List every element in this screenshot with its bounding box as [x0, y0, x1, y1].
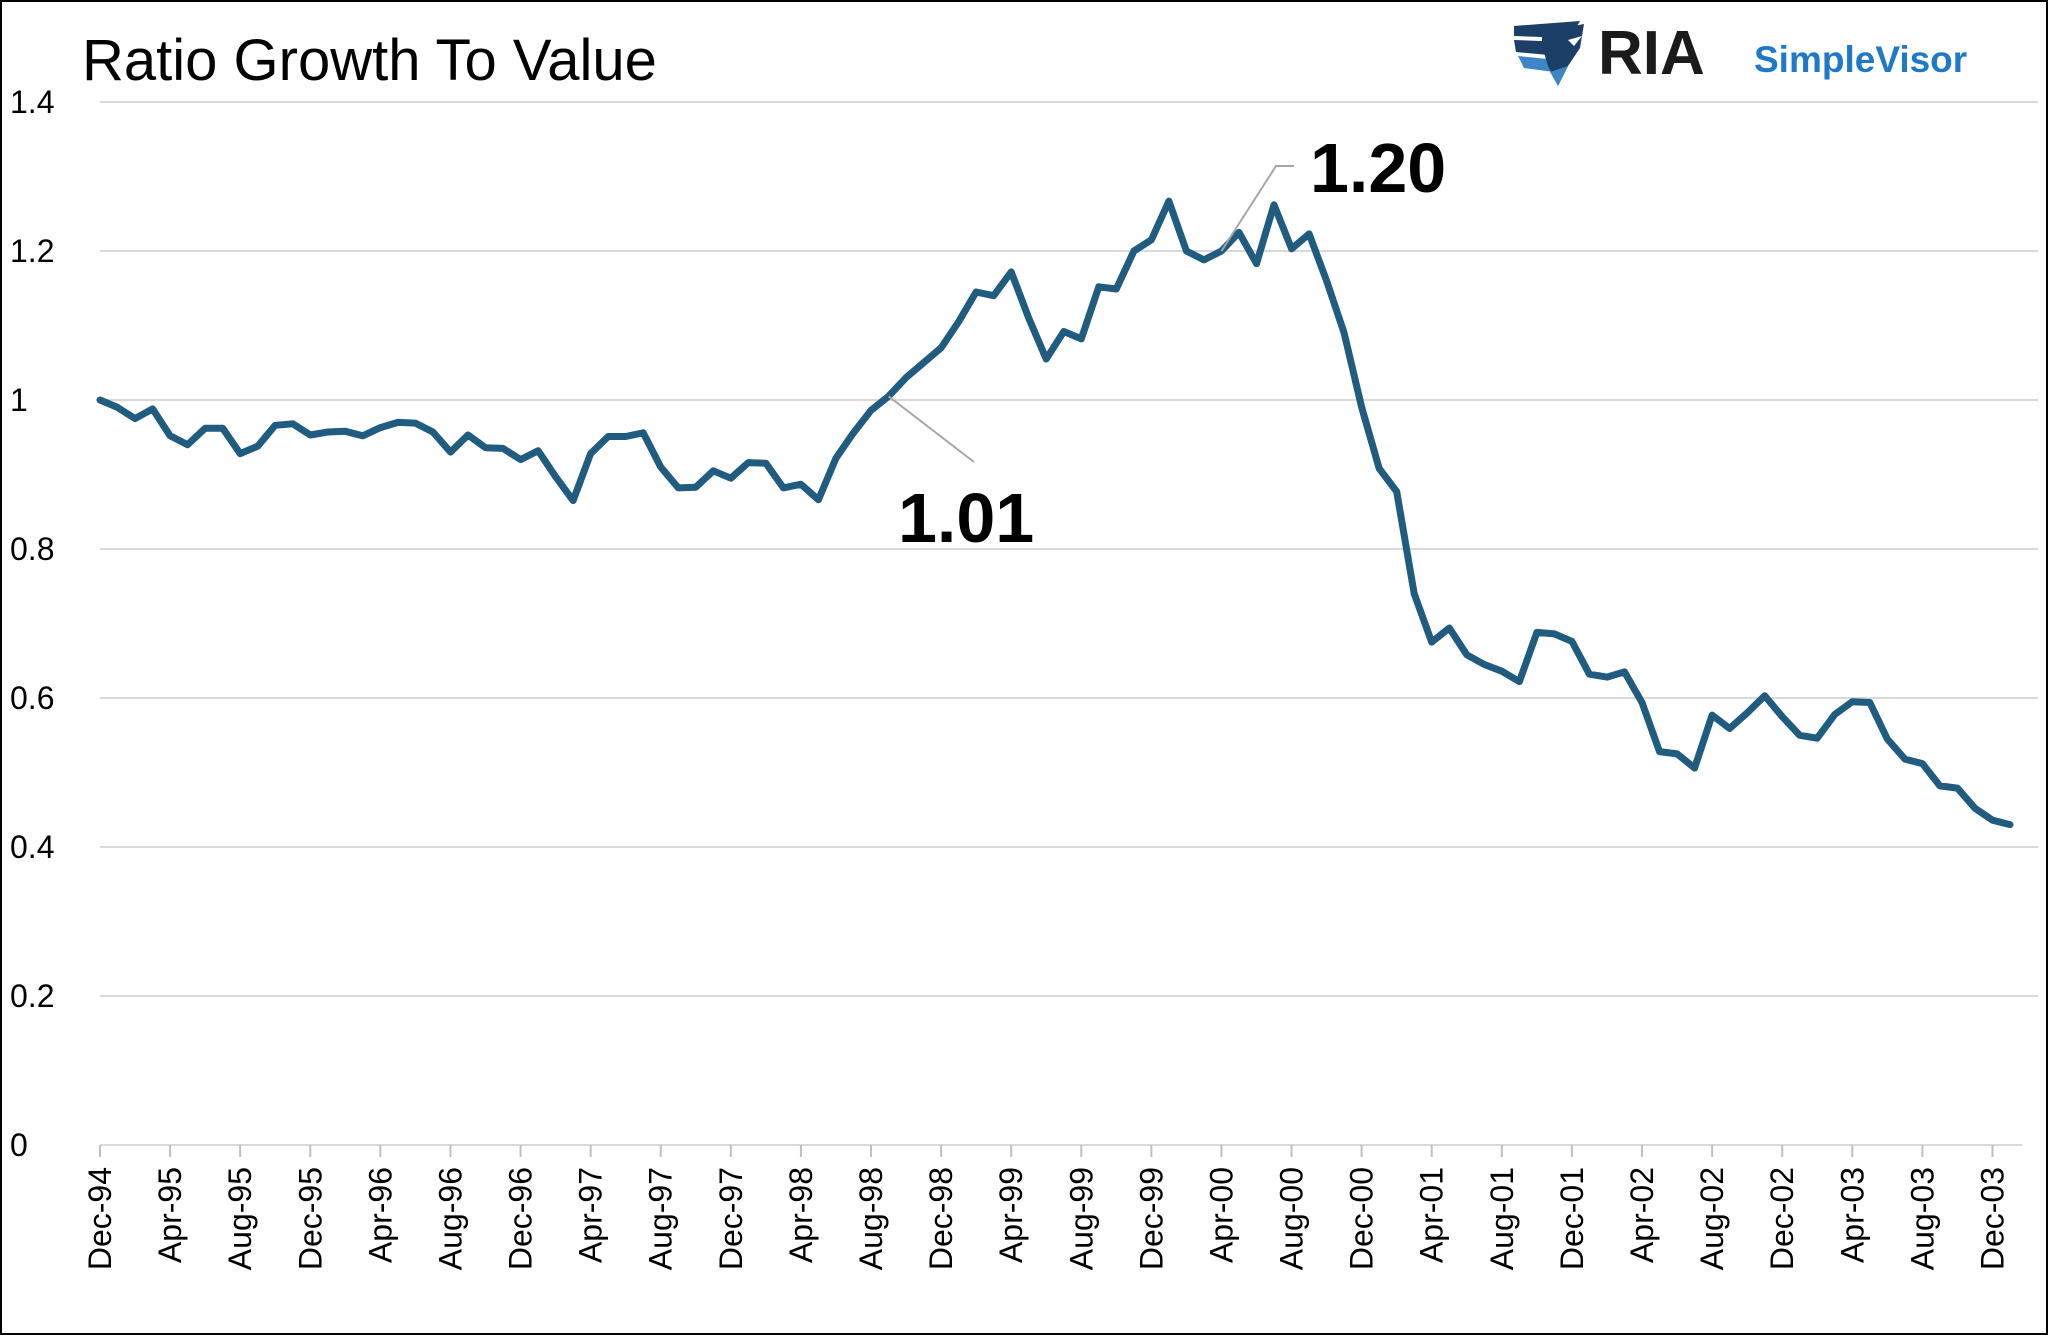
chart-title: Ratio Growth To Value: [82, 28, 657, 93]
x-tick-label: Aug-99: [1063, 1167, 1099, 1270]
y-tick-label: 0.8: [10, 531, 54, 567]
x-tick-label: Dec-95: [292, 1167, 328, 1270]
eagle-emblem-icon: [1514, 21, 1584, 86]
x-tick-label: Apr-00: [1203, 1167, 1239, 1263]
y-tick-label: 0.4: [10, 829, 54, 865]
annotation-label: 1.20: [1310, 129, 1446, 207]
x-tick-label: Aug-95: [222, 1167, 258, 1270]
logo-brand-text: RIA: [1598, 19, 1705, 88]
x-tick-label: Dec-98: [923, 1167, 959, 1270]
series-group: [96, 197, 2014, 829]
annotation-leader-line: [887, 395, 975, 463]
x-tick-label: Apr-02: [1624, 1167, 1660, 1263]
y-axis-ticks: 0 0.2 0.4 0.6 0.8 1 1.2 1.4: [10, 84, 54, 1163]
x-tick-label: Dec-99: [1133, 1167, 1169, 1270]
x-axis-ticks: Dec-94 Apr-95 Aug-95 Dec-95 Apr-96 Aug-96 Dec-…: [82, 1145, 2010, 1270]
x-tick-label: Apr-98: [783, 1167, 819, 1263]
annotation-label: 1.01: [898, 479, 1034, 557]
annotation-leader-line: [1220, 165, 1294, 252]
logo-product-text: SimpleVisor: [1754, 39, 1967, 80]
x-tick-label: Apr-95: [152, 1167, 188, 1263]
x-tick-label: Dec-02: [1764, 1167, 1800, 1270]
x-tick-label: Dec-03: [1974, 1167, 2010, 1270]
y-tick-label: 0.2: [10, 978, 54, 1014]
x-tick-label: Dec-94: [82, 1167, 118, 1270]
x-tick-label: Aug-97: [643, 1167, 679, 1270]
x-tick-label: Dec-97: [713, 1167, 749, 1270]
x-tick-label: Aug-98: [853, 1167, 889, 1270]
y-tick-label: 1: [10, 382, 28, 418]
series-line: [96, 197, 2014, 829]
y-tick-label: 0: [10, 1127, 28, 1163]
x-tick-label: Aug-02: [1694, 1167, 1730, 1270]
x-tick-label: Dec-00: [1344, 1167, 1380, 1270]
x-tick-label: Aug-01: [1484, 1167, 1520, 1270]
x-tick-label: Apr-99: [993, 1167, 1029, 1263]
x-tick-label: Apr-96: [362, 1167, 398, 1263]
x-tick-label: Aug-00: [1274, 1167, 1310, 1270]
ria-simplevisor-logo: RIA SimpleVisor: [1514, 19, 1967, 88]
x-tick-label: Dec-01: [1554, 1167, 1590, 1270]
y-tick-label: 1.4: [10, 84, 54, 120]
x-tick-label: Apr-97: [573, 1167, 609, 1263]
annotations: 1.01 1.20: [887, 129, 1446, 557]
x-tick-label: Dec-96: [503, 1167, 539, 1270]
y-tick-label: 0.6: [10, 680, 54, 716]
x-tick-label: Apr-01: [1414, 1167, 1450, 1263]
gridlines: [100, 101, 2038, 997]
x-tick-label: Aug-03: [1904, 1167, 1940, 1270]
y-tick-label: 1.2: [10, 233, 54, 269]
x-tick-label: Aug-96: [432, 1167, 468, 1270]
x-tick-label: Apr-03: [1834, 1167, 1870, 1263]
